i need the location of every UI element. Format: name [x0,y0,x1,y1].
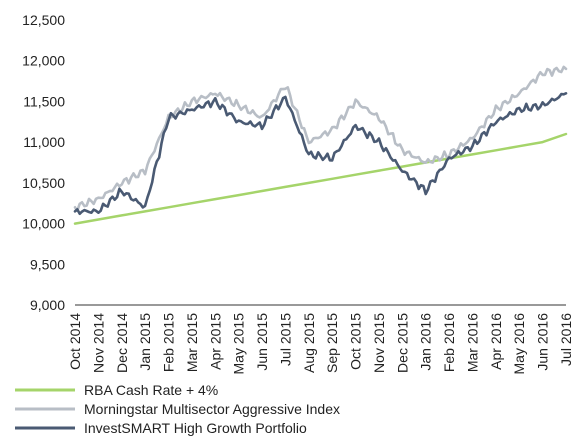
x-tick-label: Nov 2014 [90,313,106,373]
y-tick-label: 12,000 [22,53,65,69]
y-tick-label: 11,000 [23,134,65,150]
x-tick-label: Jul 2016 [558,313,574,366]
y-tick-label: 12,500 [22,12,65,28]
x-tick-label: Jan 2016 [418,313,434,371]
series-line [73,132,568,225]
x-tick-label: Mar 2016 [464,313,480,372]
x-tick-label: Feb 2016 [441,313,457,372]
y-tick-label: 10,500 [22,175,65,191]
y-tick-label: 9,500 [30,256,65,272]
y-axis-ticks: 9,000 9,500 10,000 10,500 11,000 11,500 12,000… [22,12,65,313]
series-line [73,65,568,213]
x-tick-label: May 2015 [231,313,247,375]
x-tick-label: Oct 2015 [348,313,364,370]
y-tick-label: 10,000 [22,216,65,232]
x-tick-label: Feb 2015 [161,313,177,372]
x-tick-label: Sep 2015 [324,313,340,373]
x-tick-label: Jun 2015 [254,313,270,371]
legend-label: InvestSMART High Growth Portfolio [84,420,307,436]
y-tick-label: 11,500 [23,93,65,109]
x-tick-label: Jul 2015 [277,313,293,366]
legend: RBA Cash Rate + 4% Morningstar Multisecto… [15,382,340,436]
x-tick-label: Apr 2015 [207,313,223,370]
x-axis-ticks: Oct 2014 Nov 2014 Dec 2014 Jan 2015 Feb 2015… [67,313,574,375]
y-tick-label: 9,000 [30,297,65,313]
x-tick-label: Nov 2015 [371,313,387,373]
series-line [73,92,568,216]
x-tick-label: Apr 2016 [488,313,504,370]
x-tick-label: Aug 2015 [301,313,317,373]
x-tick-label: Dec 2014 [114,313,130,373]
x-tick-label: Dec 2015 [394,313,410,373]
legend-label: RBA Cash Rate + 4% [84,382,218,398]
x-tick-label: Oct 2014 [67,313,83,370]
legend-label: Morningstar Multisector Aggressive Index [84,401,340,417]
x-tick-label: Jan 2015 [137,313,153,371]
x-tick-label: May 2016 [511,313,527,375]
series-lines [73,65,568,225]
x-tick-label: Mar 2015 [184,313,200,372]
x-tick-label: Jun 2016 [535,313,551,371]
